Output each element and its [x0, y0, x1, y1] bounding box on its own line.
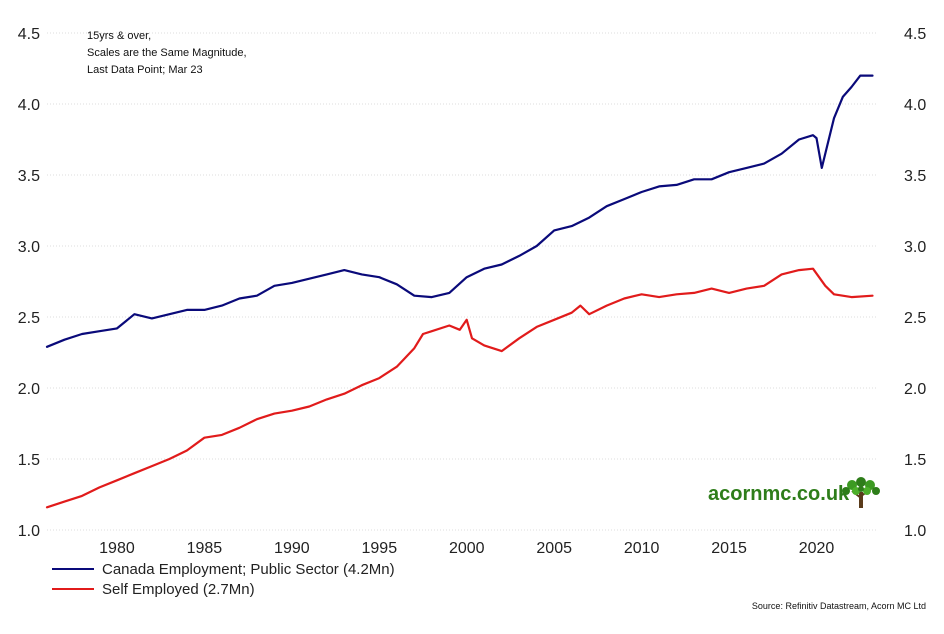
legend-label-public-sector: Canada Employment; Public Sector (4.2Mn) — [102, 560, 395, 578]
series-line-self-employed — [45, 267, 874, 509]
y-tick-left: 4.5 — [18, 26, 40, 43]
left-y-axis: 1.0 1.5 2.0 2.5 3.0 3.5 4.0 4.5 — [18, 26, 40, 540]
y-tick-left: 2.5 — [18, 310, 40, 327]
tree-icon — [842, 477, 880, 508]
note-line-2: Scales are the Same Magnitude, — [87, 47, 247, 59]
source-note: Source: Refinitiv Datastream, Acorn MC L… — [751, 601, 926, 611]
note-line-1: 15yrs & over, — [87, 30, 152, 42]
y-tick-left: 3.0 — [18, 239, 40, 256]
x-tick: 2010 — [624, 540, 660, 557]
y-tick-left: 1.0 — [18, 523, 40, 540]
legend-swatch-public-sector — [52, 568, 94, 570]
x-tick: 2020 — [799, 540, 835, 557]
y-tick-right: 2.0 — [904, 381, 926, 398]
legend-label-self-employed: Self Employed (2.7Mn) — [102, 580, 255, 598]
y-tick-right: 3.0 — [904, 239, 926, 256]
y-tick-left: 1.5 — [18, 452, 40, 469]
x-axis: 1980 1985 1990 1995 2000 2005 2010 2015 2020 — [99, 540, 834, 557]
right-y-axis: 1.0 1.5 2.0 2.5 3.0 3.5 4.0 4.5 — [904, 26, 926, 540]
legend-item-self-employed: Self Employed (2.7Mn) — [52, 579, 255, 599]
x-tick: 1995 — [362, 540, 398, 557]
series-line-public-sector — [45, 74, 874, 348]
y-tick-left: 4.0 — [18, 97, 40, 114]
x-tick: 2000 — [449, 540, 485, 557]
x-tick: 2015 — [711, 540, 747, 557]
note-line-3: Last Data Point; Mar 23 — [87, 64, 203, 76]
x-tick: 2005 — [536, 540, 572, 557]
legend-swatch-self-employed — [52, 588, 94, 590]
gridlines — [47, 32, 876, 531]
x-tick: 1990 — [274, 540, 310, 557]
legend-item-public-sector: Canada Employment; Public Sector (4.2Mn) — [52, 559, 395, 579]
y-tick-right: 1.5 — [904, 452, 926, 469]
y-tick-left: 3.5 — [18, 168, 40, 185]
series-layer — [45, 74, 874, 509]
y-tick-right: 4.0 — [904, 97, 926, 114]
y-tick-right: 4.5 — [904, 26, 926, 43]
x-tick: 1985 — [187, 540, 223, 557]
brand-logo-text: acornmc.co.uk — [708, 483, 850, 505]
x-tick: 1980 — [99, 540, 135, 557]
y-tick-right: 2.5 — [904, 310, 926, 327]
y-tick-left: 2.0 — [18, 381, 40, 398]
y-tick-right: 1.0 — [904, 523, 926, 540]
y-tick-right: 3.5 — [904, 168, 926, 185]
